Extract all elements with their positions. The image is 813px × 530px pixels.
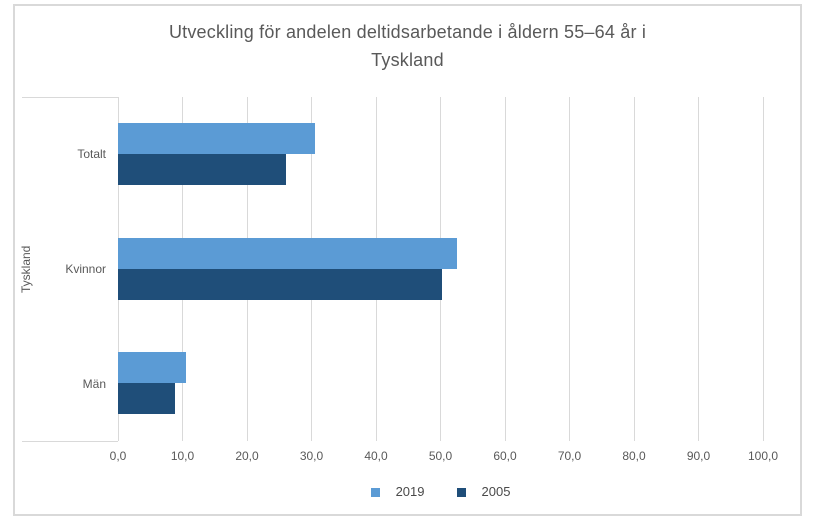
bar-2019-cat1: [118, 237, 458, 269]
category-label-2: Män: [82, 376, 106, 391]
x-tick-label-40: 40,0: [364, 449, 388, 463]
category-label-0: Totalt: [77, 147, 106, 162]
category-axis-top-line: [22, 97, 118, 98]
gridline-90: [698, 97, 699, 441]
value-axis: 0,0 10,0 20,0 30,0 40,0 50,0 60,0 70,0 80,0 90,0 1…: [110, 448, 778, 464]
x-tick-label-20: 20,0: [235, 449, 259, 463]
chart-area: Utveckling för andelen deltidsarbetande …: [13, 4, 802, 516]
legend-label-2019: 2019: [395, 484, 425, 499]
x-tick-label-90: 90,0: [686, 449, 711, 463]
category-axis-bottom-line: [22, 441, 118, 442]
legend-swatch-2005: [456, 487, 466, 497]
bar-2019-cat0: [118, 123, 315, 154]
legend-item-2019: 2019: [370, 484, 425, 500]
gridline-100: [762, 97, 764, 441]
gridline-60: [504, 97, 506, 441]
legend-item-2005: 2005: [456, 484, 511, 500]
axis-group-label: Tyskland: [19, 245, 33, 293]
x-tick-label-100: 100,0: [747, 449, 779, 463]
category-label-1: Kvinnor: [65, 262, 106, 276]
x-tick-label-60: 60,0: [493, 449, 517, 463]
chart-title-line2: Tyskland: [371, 50, 444, 70]
gridline-80: [633, 97, 635, 441]
plot-area: [117, 97, 764, 441]
bar-2005-cat0: [118, 154, 287, 185]
bar-2005-cat2: [118, 383, 176, 415]
x-tick-label-0: 0,0: [109, 449, 127, 463]
chart-title-line1: Utveckling för andelen deltidsarbetande …: [168, 22, 647, 42]
legend-swatch-2019: [370, 487, 380, 497]
x-tick-label-10: 10,0: [170, 449, 195, 463]
x-tick-label-50: 50,0: [428, 449, 453, 463]
category-axis: Totalt Kvinnor Män: [15, 97, 106, 441]
legend-label-2005: 2005: [481, 484, 511, 499]
x-tick-label-70: 70,0: [557, 449, 582, 463]
bar-2019-cat2: [118, 352, 186, 384]
x-tick-label-30: 30,0: [299, 449, 324, 463]
chart-title: Utveckling för andelen deltidsarbetande …: [15, 18, 800, 74]
legend: 2019 2005: [118, 484, 763, 500]
x-tick-label-80: 80,0: [622, 449, 646, 463]
gridline-70: [569, 97, 570, 441]
bar-2005-cat1: [118, 268, 443, 300]
